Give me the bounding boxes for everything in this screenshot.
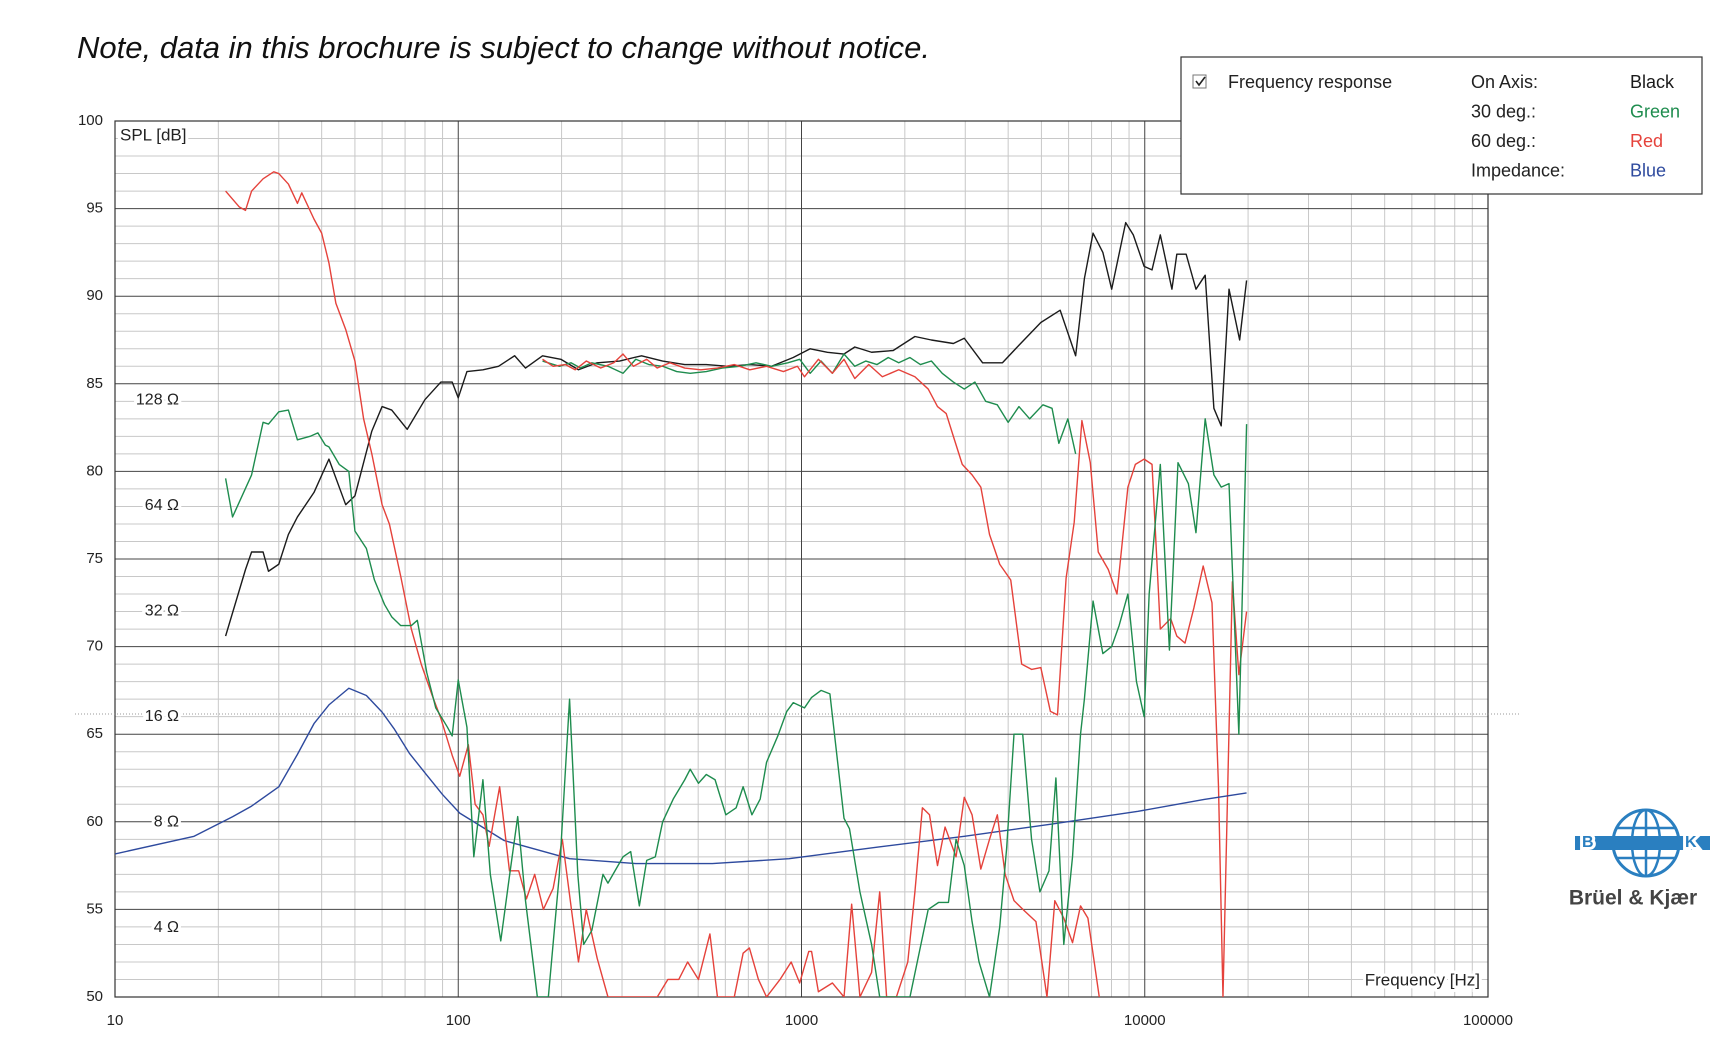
y-axis-label: SPL [dB] (120, 125, 186, 144)
labels: 10 100 1000 10000 100000 50 55 60 65 70 75 80 85 90 95… (78, 112, 1513, 1029)
y2-tick-label: 16 Ω (145, 708, 179, 725)
y2-tick-label: 8 Ω (154, 814, 179, 831)
y2-tick-label: 32 Ω (145, 602, 179, 619)
y2-tick-label: 4 Ω (154, 919, 179, 936)
series-line (225, 171, 1100, 997)
legend-label: On Axis: (1471, 72, 1538, 92)
legend-title: Frequency response (1228, 72, 1392, 92)
legend-check (1195, 76, 1206, 87)
y-tick-label: 75 (86, 550, 103, 567)
plot-frame (114, 120, 1489, 998)
logo-letter: B (1582, 834, 1594, 851)
legend: Frequency response On Axis: Black 30 deg.:… (1180, 56, 1703, 195)
series-line (542, 353, 1248, 997)
legend-label: 30 deg.: (1471, 101, 1536, 121)
grid (114, 120, 1489, 998)
x-axis-label: Frequency [Hz] (1365, 970, 1480, 989)
y-tick-label: 60 (86, 813, 103, 830)
legend-label: Impedance: (1471, 160, 1565, 180)
y-tick-label: 80 (86, 462, 103, 479)
x-tick-label: 100000 (1463, 1012, 1513, 1029)
legend-color-name: Green (1630, 101, 1680, 121)
legend-color-name: Black (1630, 72, 1675, 92)
logo-text: Brüel & Kjær (1569, 887, 1697, 910)
legend-label: 60 deg.: (1471, 131, 1536, 151)
chart-title: Note, data in this brochure is subject t… (77, 30, 930, 65)
logo-letter: K (1685, 834, 1697, 851)
series-line (542, 353, 1077, 455)
x-tick-label: 10000 (1124, 1012, 1166, 1029)
series-line (115, 687, 1247, 865)
y-tick-label: 65 (86, 725, 103, 742)
x-tick-label: 1000 (785, 1012, 818, 1029)
y2-tick-label: 128 Ω (136, 391, 179, 408)
plot-area (115, 171, 1248, 997)
legend-checkbox (1192, 74, 1207, 89)
y2-tick-label: 64 Ω (145, 497, 179, 514)
series-line (224, 221, 1248, 637)
legend-color-name: Red (1630, 131, 1663, 151)
logo: B K Brüel & Kjær (1569, 808, 1710, 910)
logo-band (1575, 836, 1710, 850)
y-tick-label: 85 (86, 375, 103, 392)
legend-box (1180, 56, 1703, 195)
legend-color-name: Blue (1630, 160, 1666, 180)
y-tick-label: 90 (86, 287, 103, 304)
y-tick-label: 55 (86, 900, 103, 917)
y-tick-label: 50 (86, 988, 103, 1005)
y-tick-label: 100 (78, 112, 103, 129)
y-tick-label: 95 (86, 200, 103, 217)
x-tick-label: 10 (107, 1012, 124, 1029)
series-line (224, 409, 1248, 997)
x-tick-label: 100 (446, 1012, 471, 1029)
y-tick-label: 70 (86, 638, 103, 655)
